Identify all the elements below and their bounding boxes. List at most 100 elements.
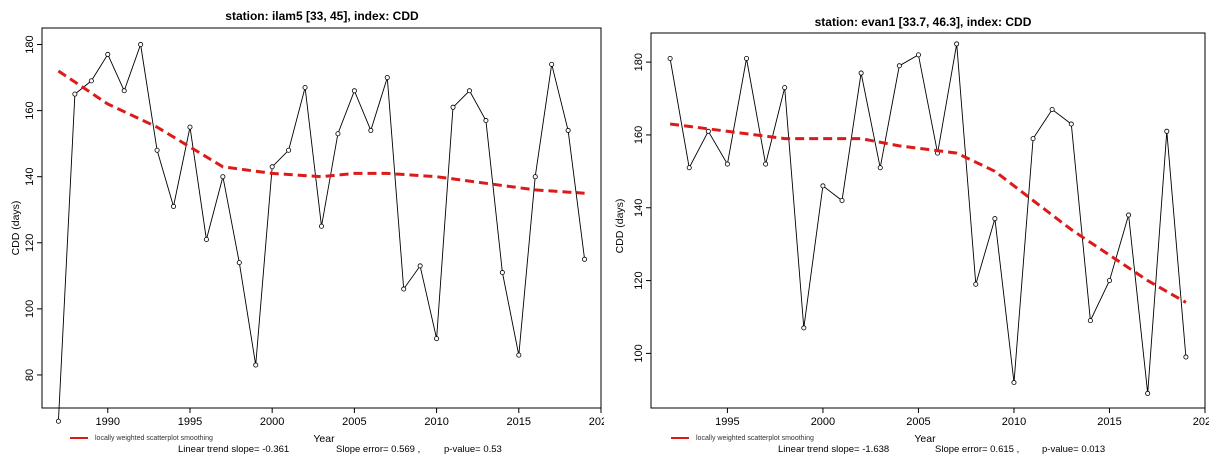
slope-error-text: Slope error= 0.569 , [336, 444, 420, 455]
data-point [499, 270, 505, 276]
data-point [973, 281, 979, 287]
data-point [434, 336, 440, 342]
x-tick-label: 2010 [424, 416, 448, 428]
data-point [302, 84, 308, 90]
data-point [801, 325, 807, 331]
data-point [724, 161, 730, 167]
data-point [1183, 354, 1189, 360]
x-tick-label: 2010 [1002, 416, 1026, 428]
y-tick-label: 160 [633, 126, 645, 144]
y-tick-label: 80 [24, 369, 36, 381]
chart-evan1: station: evan1 [33.7, 46.3], index: CDD … [614, 15, 1209, 455]
plot-frame [650, 32, 1206, 409]
chart-panel-ilam5: station: ilam5 [33, 45], index: CDD CDD … [0, 0, 604, 457]
data-point [915, 52, 921, 58]
chart-title: station: ilam5 [33, 45], index: CDD [225, 9, 419, 23]
y-axis-label: CDD (days) [10, 201, 22, 256]
x-tick-label: 1995 [715, 416, 739, 428]
data-point [516, 352, 522, 358]
plot-frame [41, 27, 602, 409]
trend-slope-text: Linear trend slope= -1.638 [778, 444, 889, 455]
data-point [839, 197, 845, 203]
data-point [1164, 128, 1170, 134]
data-point [763, 161, 769, 167]
data-point [286, 147, 292, 153]
x-tick-label: 2015 [507, 416, 531, 428]
data-point [351, 88, 357, 94]
data-line [57, 44, 586, 422]
data-point [858, 70, 864, 76]
smoothing-line [57, 69, 585, 195]
y-tick-label: 120 [24, 234, 36, 252]
y-tick-label: 100 [24, 300, 36, 318]
x-tick-label: 2000 [811, 416, 835, 428]
x-tick-label: 2015 [1097, 416, 1121, 428]
data-point [549, 61, 555, 67]
data-point [171, 203, 177, 209]
data-point [877, 165, 883, 171]
x-axis-label: Year [313, 433, 335, 445]
data-point [1126, 212, 1132, 218]
data-point [187, 124, 193, 130]
x-tick-label: 2005 [906, 416, 930, 428]
data-point [138, 42, 144, 48]
data-point [686, 165, 692, 171]
x-axis-label: Year [914, 433, 936, 445]
x-tick-label: 1995 [178, 416, 202, 428]
data-point [532, 174, 538, 180]
trend-slope-text: Linear trend slope= -0.361 [178, 444, 289, 455]
slope-error-text: Slope error= 0.615 , [935, 444, 1019, 455]
x-tick-label: 2020 [1193, 416, 1209, 428]
chart-ilam5: station: ilam5 [33, 45], index: CDD CDD … [10, 9, 604, 455]
chart-title: station: evan1 [33.7, 46.3], index: CDD [815, 15, 1032, 29]
data-point [401, 286, 407, 292]
legend-label: locally weighted scatterplot smoothing [696, 435, 814, 442]
y-tick-label: 160 [24, 101, 36, 119]
smoothing-line [669, 122, 1187, 304]
data-point [1068, 121, 1074, 127]
data-point [992, 216, 998, 222]
data-point [744, 55, 750, 61]
data-point [565, 127, 571, 133]
data-point [203, 236, 209, 242]
legend-label: locally weighted scatterplot smoothing [95, 435, 213, 442]
y-tick-label: 120 [633, 271, 645, 289]
y-tick-label: 180 [24, 35, 36, 53]
data-point [466, 88, 472, 94]
data-point [820, 183, 826, 189]
data-point [105, 51, 111, 57]
data-point [450, 104, 456, 110]
data-point [121, 88, 127, 94]
data-point [667, 55, 673, 61]
data-point [417, 263, 423, 269]
data-point [88, 78, 94, 84]
data-point [1030, 136, 1036, 142]
data-point [1106, 278, 1112, 284]
data-point [384, 75, 390, 81]
data-point [368, 127, 374, 133]
data-point [582, 256, 588, 262]
data-point [954, 41, 960, 47]
p-value-text: p-value= 0.53 [444, 444, 502, 455]
data-point [318, 223, 324, 229]
data-point [154, 147, 160, 153]
data-point [72, 91, 78, 97]
data-point [483, 118, 489, 124]
y-axis-label: CDD (days) [614, 199, 626, 254]
data-point [253, 362, 259, 368]
data-line [669, 43, 1187, 394]
x-tick-label: 2000 [260, 416, 284, 428]
data-point [335, 131, 341, 137]
data-point [220, 174, 226, 180]
p-value-text: p-value= 0.013 [1042, 444, 1105, 455]
data-point [1049, 106, 1055, 112]
x-tick-label: 2020 [589, 416, 604, 428]
data-point [1087, 318, 1093, 324]
data-point [896, 63, 902, 69]
x-tick-label: 2005 [342, 416, 366, 428]
data-point [1011, 380, 1017, 386]
y-tick-label: 180 [633, 53, 645, 71]
x-tick-label: 1990 [96, 416, 120, 428]
y-tick-label: 140 [633, 199, 645, 217]
data-point [269, 164, 275, 170]
